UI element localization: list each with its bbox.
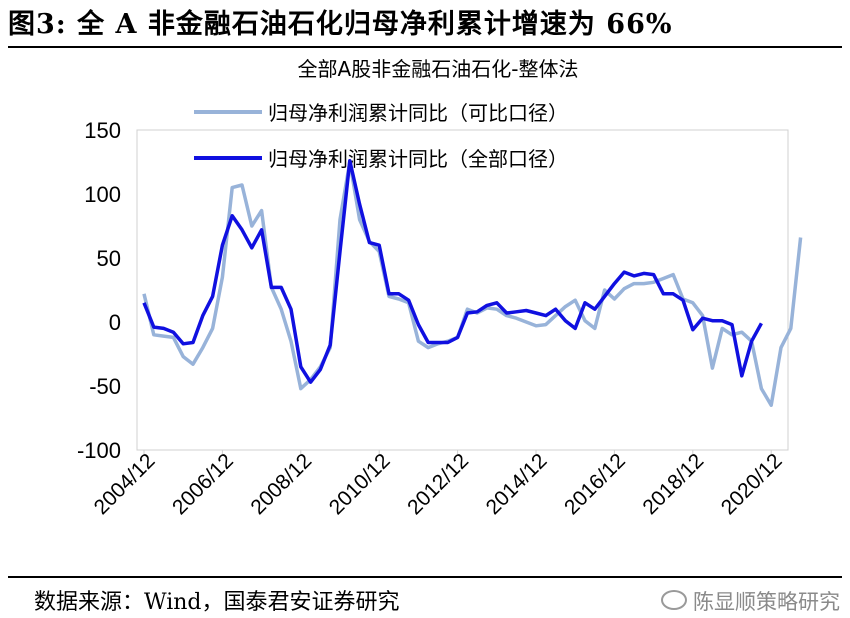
watermark-text: 陈显顺策略研究 [693, 590, 840, 614]
legend: 归母净利润累计同比（可比口径） 归母净利润累计同比（全部口径） [194, 101, 568, 171]
line-chart: 全部A股非金融石油石化-整体法 归母净利润累计同比（可比口径） 归母净利润累计同… [77, 57, 803, 519]
x-tick-label: 2012/12 [403, 449, 473, 519]
series-line-all [142, 158, 763, 384]
y-tick-label: 150 [84, 118, 121, 143]
x-tick-label: 2016/12 [560, 449, 630, 519]
title-rule [8, 46, 842, 48]
series-line-comparable [142, 160, 803, 407]
legend-label-all: 归母净利润累计同比（全部口径） [268, 147, 568, 171]
wechat-icon [661, 590, 687, 610]
watermark: 陈显顺策略研究 [661, 586, 840, 616]
y-tick-label: -50 [89, 374, 121, 399]
y-tick-label: -100 [77, 438, 121, 463]
x-tick-label: 2014/12 [482, 449, 552, 519]
source-note: 数据来源：Wind，国泰君安证券研究 [34, 590, 400, 615]
chart-title: 全部A股非金融石油石化-整体法 [298, 57, 579, 81]
x-tick-label: 2010/12 [325, 449, 395, 519]
figure-title: 图3: 全 A 非金融石油石化归母净利累计增速为 66% [8, 9, 673, 40]
y-tick-label: 50 [97, 246, 121, 271]
x-tick-label: 2008/12 [246, 449, 316, 519]
x-tick-label: 2018/12 [638, 449, 708, 519]
plot-frame [136, 129, 789, 451]
y-tick-label: 100 [84, 182, 121, 207]
x-tick-label: 2020/12 [717, 449, 787, 519]
legend-label-comparable: 归母净利润累计同比（可比口径） [268, 101, 568, 125]
series-layer [142, 158, 803, 407]
source-rule [8, 576, 842, 578]
y-tick-label: 0 [109, 310, 121, 335]
x-tick-label: 2006/12 [168, 449, 238, 519]
